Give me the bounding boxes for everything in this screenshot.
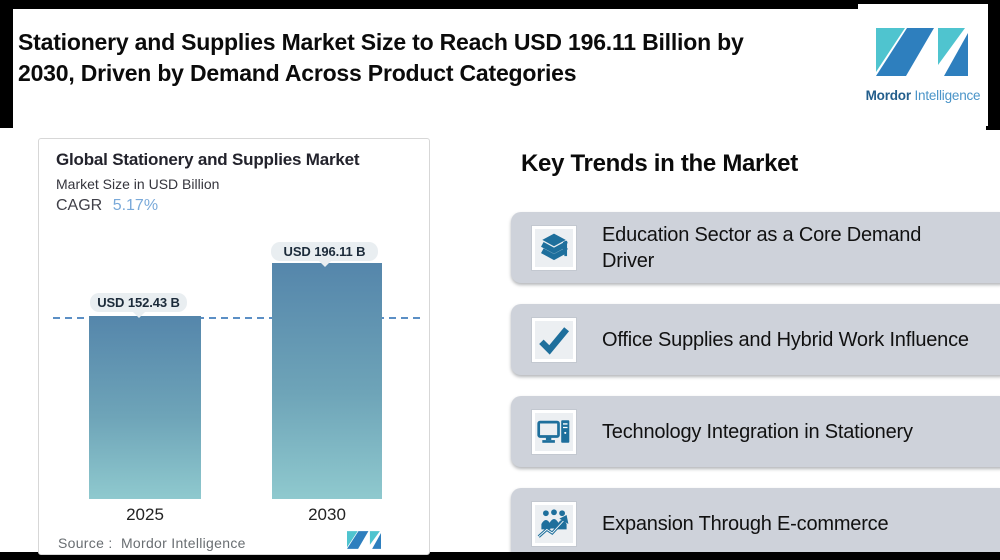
bottom-edge-bar [0,552,1000,560]
chart-title: Global Stationery and Supplies Market [56,150,360,169]
key-trends-title: Key Trends in the Market [521,150,798,177]
value-label-pointer [132,312,145,318]
trend-label: Technology Integration in Stationery [602,420,913,443]
axis-label-2030: 2030 [308,505,346,524]
source-note: Source : Mordor Intelligence [58,535,246,551]
source-label: Source : [58,535,113,551]
bar-2030 [272,263,382,499]
trend-item-technology: Technology Integration in Stationery [511,396,1000,467]
value-label-2025: USD 152.43 B [90,293,187,318]
cagr-value: 5.17% [112,197,159,214]
brand-name-light: Intelligence [914,88,981,103]
mordor-m-icon [876,28,968,76]
checkmark-icon [539,326,570,355]
mordor-m-icon-small [347,531,381,549]
source-value: Mordor Intelligence [120,535,246,551]
icon-tile [531,500,577,547]
brand-logo: Mordor Intelligence [858,4,988,126]
trend-item-education: Education Sector as a Core Demand Driver [511,212,1000,283]
icon-tile [531,224,577,271]
reference-dashed-line [53,317,422,319]
market-chart-card: Global Stationery and Supplies Market Ma… [38,138,430,555]
value-label-2030: USD 196.11 B [271,242,378,267]
value-label-pointer [318,261,331,267]
trend-item-office-supplies: Office Supplies and Hybrid Work Influenc… [511,304,1000,375]
brand-name-bold: Mordor [865,88,911,103]
cagr-row: CAGR 5.17% [56,197,158,215]
computer-icon [537,419,570,443]
trend-label: Office Supplies and Hybrid Work Influenc… [602,328,969,351]
right-edge-bar [986,0,1000,130]
books-stack-icon [541,233,568,260]
page-title-line1: Stationery and Supplies Market Size to R… [18,29,744,55]
chart-subtitle: Market Size in USD Billion [56,176,220,192]
page-title-line2: 2030, Driven by Demand Across Product Ca… [18,60,577,86]
left-edge-bar [0,0,13,128]
value-label-2025-text: USD 152.43 B [97,295,180,310]
icon-tile [531,316,577,363]
people-growth-icon [537,508,569,538]
trend-label: Education Sector as a Core Demand Driver [602,223,922,272]
trend-item-ecommerce: Expansion Through E-commerce [511,488,1000,559]
top-edge-bar [0,0,1000,9]
trend-label: Expansion Through E-commerce [602,512,889,535]
brand-wordmark: Mordor Intelligence [858,88,988,103]
value-label-2030-text: USD 196.11 B [283,244,366,259]
bar-2025 [89,316,201,499]
icon-tile [531,408,577,455]
page-title: Stationery and Supplies Market Size to R… [18,27,853,89]
axis-label-2025: 2025 [126,505,164,524]
cagr-label: CAGR [56,197,103,214]
